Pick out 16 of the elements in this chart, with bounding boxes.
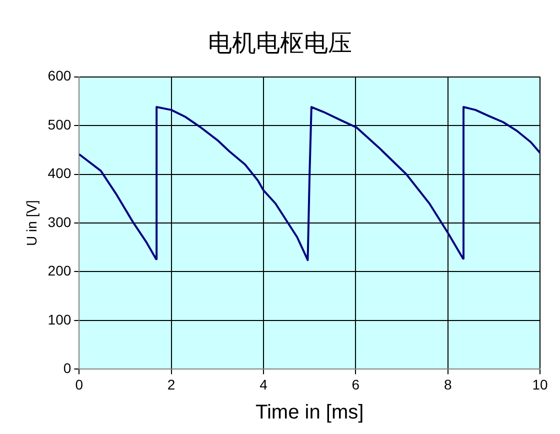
x-tick-label: 2 bbox=[167, 376, 176, 392]
chart-title: 电机电枢电压 bbox=[208, 30, 352, 58]
y-tick-label: 200 bbox=[48, 262, 72, 279]
x-tick-label: 6 bbox=[352, 376, 360, 392]
y-tick-label: 500 bbox=[48, 116, 72, 132]
y-tick-label: 100 bbox=[48, 311, 72, 328]
y-tick-label: 300 bbox=[48, 214, 72, 230]
x-axis-title: Time in [ms] bbox=[256, 402, 364, 424]
y-tick-label: 600 bbox=[48, 68, 72, 84]
y-tick-label: 0 bbox=[63, 360, 72, 376]
x-tick-label: 4 bbox=[260, 376, 268, 392]
x-tick-label: 8 bbox=[444, 376, 452, 392]
x-tick-label: 10 bbox=[532, 376, 548, 392]
y-axis-title: U in [V] bbox=[23, 200, 40, 246]
y-tick-label: 400 bbox=[48, 165, 72, 182]
x-tick-label: 0 bbox=[75, 376, 84, 392]
